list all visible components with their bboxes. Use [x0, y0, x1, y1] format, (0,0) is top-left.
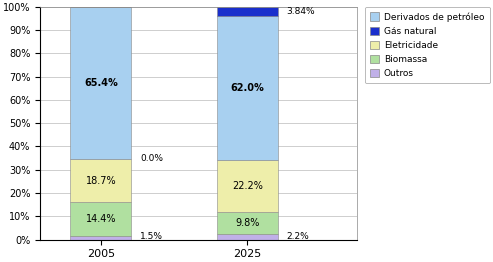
Text: 18.7%: 18.7% [86, 176, 116, 186]
Bar [70, 203, 132, 236]
Bar [217, 160, 278, 212]
Bar [217, 212, 278, 234]
Legend: Derivados de petróleo, Gás natural, Eletricidade, Biomassa, Outros: Derivados de petróleo, Gás natural, Elet… [365, 7, 490, 83]
Text: 3.84%: 3.84% [286, 7, 315, 16]
Bar [70, 236, 132, 239]
Text: 62.0%: 62.0% [230, 83, 264, 93]
Text: 14.4%: 14.4% [86, 214, 116, 224]
Text: 0.0%: 0.0% [140, 154, 163, 162]
Text: 9.8%: 9.8% [235, 218, 259, 228]
Text: 65.4%: 65.4% [84, 78, 118, 88]
Bar [70, 159, 132, 203]
Text: 2.2%: 2.2% [286, 232, 309, 242]
Text: 1.5%: 1.5% [140, 232, 163, 241]
Bar [217, 7, 278, 16]
Bar [217, 234, 278, 239]
Text: 22.2%: 22.2% [232, 181, 263, 191]
Bar [70, 7, 132, 159]
Bar [217, 16, 278, 160]
